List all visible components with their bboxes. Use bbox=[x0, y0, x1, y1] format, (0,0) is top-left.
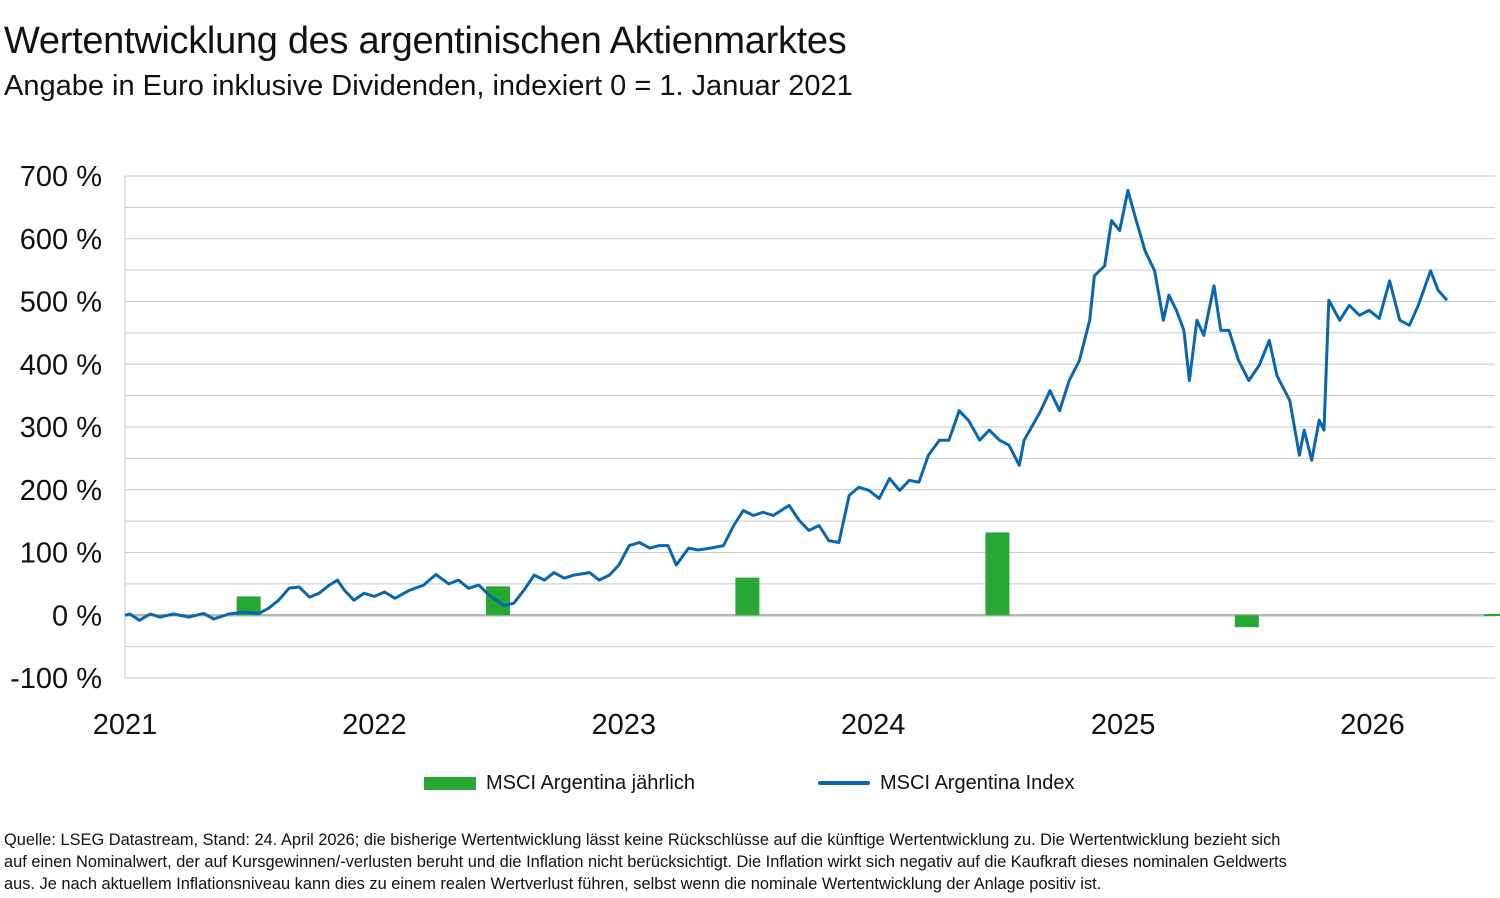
chart-subtitle: Angabe in Euro inklusive Dividenden, ind… bbox=[4, 70, 853, 102]
bar-2021 bbox=[236, 596, 261, 616]
y-tick-label: -100 % bbox=[10, 663, 102, 695]
line-series bbox=[124, 188, 1449, 622]
chart-title: Wertentwicklung des argentinischen Aktie… bbox=[4, 20, 847, 62]
bar-2025 bbox=[1234, 615, 1259, 628]
y-tick-label: 400 % bbox=[20, 349, 102, 381]
x-axis-ticks: 2021 2022 2023 2024 2025 2026 bbox=[93, 709, 1405, 741]
x-tick-label: 2021 bbox=[93, 709, 158, 741]
legend-label-bar: MSCI Argentina jährlich bbox=[486, 772, 695, 794]
y-tick-label: 300 % bbox=[20, 412, 102, 444]
source-line: Quelle: LSEG Datastream, Stand: 24. Apri… bbox=[4, 831, 1281, 849]
y-tick-label: 500 % bbox=[20, 287, 102, 319]
source-note: Quelle: LSEG Datastream, Stand: 24. Apri… bbox=[4, 829, 1287, 895]
legend-item-bar: MSCI Argentina jährlich bbox=[424, 770, 695, 796]
x-tick-label: 2025 bbox=[1091, 709, 1156, 741]
y-tick-label: 100 % bbox=[20, 538, 102, 570]
legend-item-line: MSCI Argentina Index bbox=[818, 770, 1075, 796]
x-tick-label: 2022 bbox=[342, 709, 407, 741]
x-tick-label: 2023 bbox=[591, 709, 656, 741]
x-tick-label: 2024 bbox=[841, 709, 906, 741]
legend-label-line: MSCI Argentina Index bbox=[880, 772, 1075, 794]
index-line bbox=[124, 188, 1449, 622]
bar-2023 bbox=[735, 577, 760, 616]
legend-swatch-line bbox=[818, 781, 870, 785]
y-axis-ticks: -100 % 0 % 100 % 200 % 300 % 400 % 500 % 600 % 7… bbox=[10, 161, 102, 695]
bar-2024 bbox=[985, 532, 1010, 616]
y-tick-label: 600 % bbox=[20, 224, 102, 256]
source-line: auf einen Nominalwert, der auf Kursgewin… bbox=[4, 853, 1287, 871]
legend-swatch-bar bbox=[424, 776, 476, 790]
y-tick-label: 700 % bbox=[20, 161, 102, 193]
bar-2026 bbox=[1484, 613, 1500, 616]
gridlines bbox=[124, 175, 1495, 679]
x-tick-label: 2026 bbox=[1340, 709, 1405, 741]
y-tick-label: 0 % bbox=[52, 600, 102, 632]
y-tick-label: 200 % bbox=[20, 475, 102, 507]
bar-series bbox=[236, 532, 1500, 628]
source-line: aus. Je nach aktuellem Inflationsniveau … bbox=[4, 875, 1102, 893]
